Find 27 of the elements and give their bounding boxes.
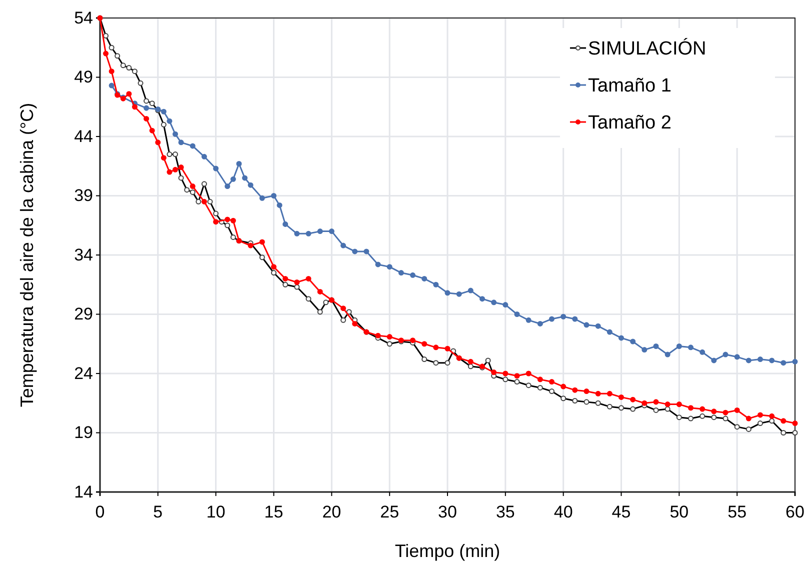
y-tick-label: 19 xyxy=(74,423,93,442)
x-tick-label: 45 xyxy=(612,502,631,522)
x-tick-label: 0 xyxy=(95,502,105,522)
x-tick-label: 30 xyxy=(438,502,457,522)
y-axis-title: Temperatura del aire de la cabina (°C) xyxy=(17,102,37,408)
x-tick-label: 20 xyxy=(322,502,342,522)
x-tick-label: 5 xyxy=(153,502,163,522)
y-tick-label: 29 xyxy=(74,304,93,324)
x-axis-title: Tiempo (min) xyxy=(394,541,500,561)
y-tick-label: 14 xyxy=(74,482,93,502)
legend-label: Tamaño 1 xyxy=(588,76,672,97)
y-tick-label: 39 xyxy=(74,186,93,206)
x-tick-label: 50 xyxy=(670,502,689,522)
x-tick-label: 25 xyxy=(380,502,400,522)
y-tick-label: 24 xyxy=(74,364,93,383)
x-tick-label: 15 xyxy=(264,502,284,522)
x-tick-label: 60 xyxy=(786,502,804,522)
legend-label: Tamaño 2 xyxy=(588,112,672,134)
legend-label: SIMULACIÓN xyxy=(588,38,706,60)
y-tick-label: 49 xyxy=(74,68,93,87)
x-tick-label: 55 xyxy=(728,502,747,522)
x-tick-label: 10 xyxy=(206,502,226,522)
x-tick-label: 35 xyxy=(496,502,515,522)
y-tick-label: 44 xyxy=(74,126,93,146)
y-tick-label: 54 xyxy=(74,8,93,28)
y-tick-label: 34 xyxy=(74,245,93,264)
x-tick-label: 40 xyxy=(554,502,573,522)
